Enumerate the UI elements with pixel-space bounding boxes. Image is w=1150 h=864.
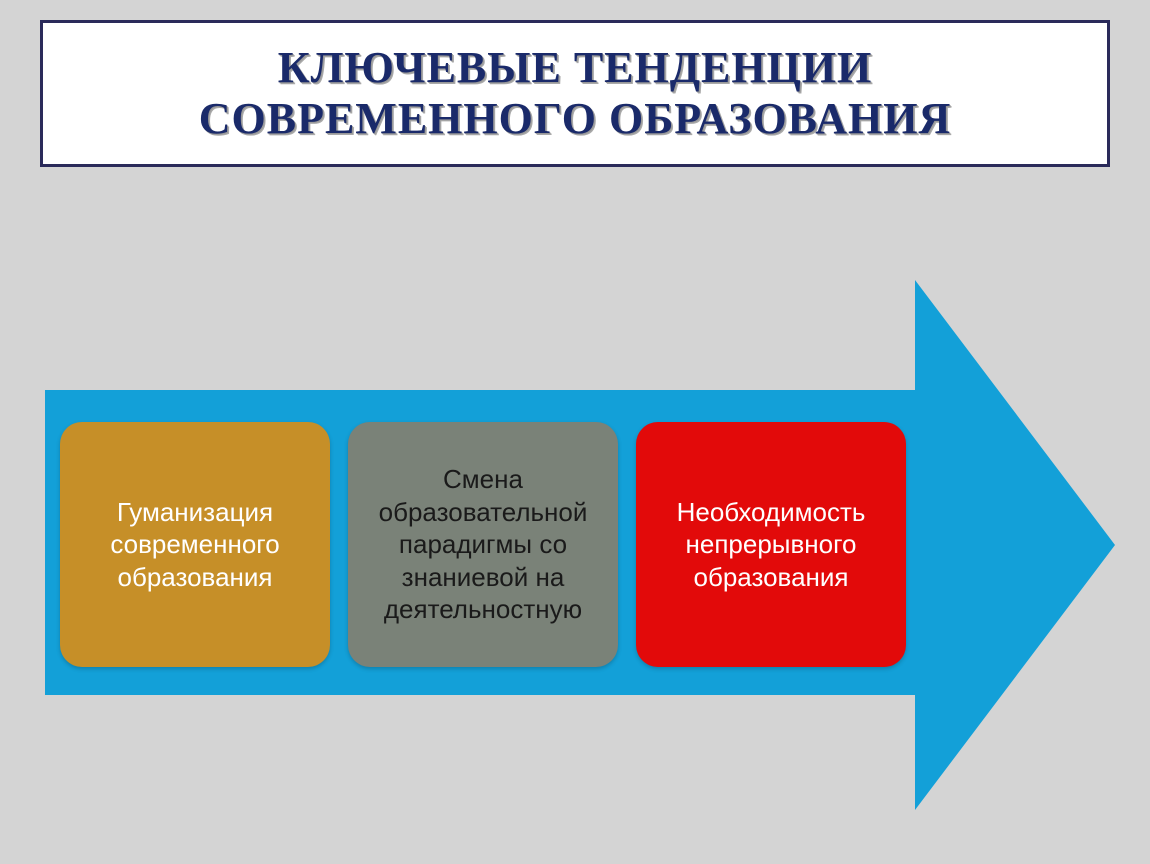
- process-box-3-label: Необходимость непрерывного образования: [654, 496, 888, 594]
- process-arrow-diagram: Гуманизация современного образования Сме…: [35, 280, 1115, 810]
- process-box-1: Гуманизация современного образования: [60, 422, 330, 667]
- process-box-1-label: Гуманизация современного образования: [78, 496, 312, 594]
- process-box-3: Необходимость непрерывного образования: [636, 422, 906, 667]
- boxes-row: Гуманизация современного образования Сме…: [60, 422, 906, 667]
- process-box-2: Смена образовательной парадигмы со знани…: [348, 422, 618, 667]
- slide-title: КЛЮЧЕВЫЕ ТЕНДЕНЦИИ СОВРЕМЕННОГО ОБРАЗОВА…: [83, 43, 1067, 144]
- title-container: КЛЮЧЕВЫЕ ТЕНДЕНЦИИ СОВРЕМЕННОГО ОБРАЗОВА…: [40, 20, 1110, 167]
- process-box-2-label: Смена образовательной парадигмы со знани…: [366, 463, 600, 626]
